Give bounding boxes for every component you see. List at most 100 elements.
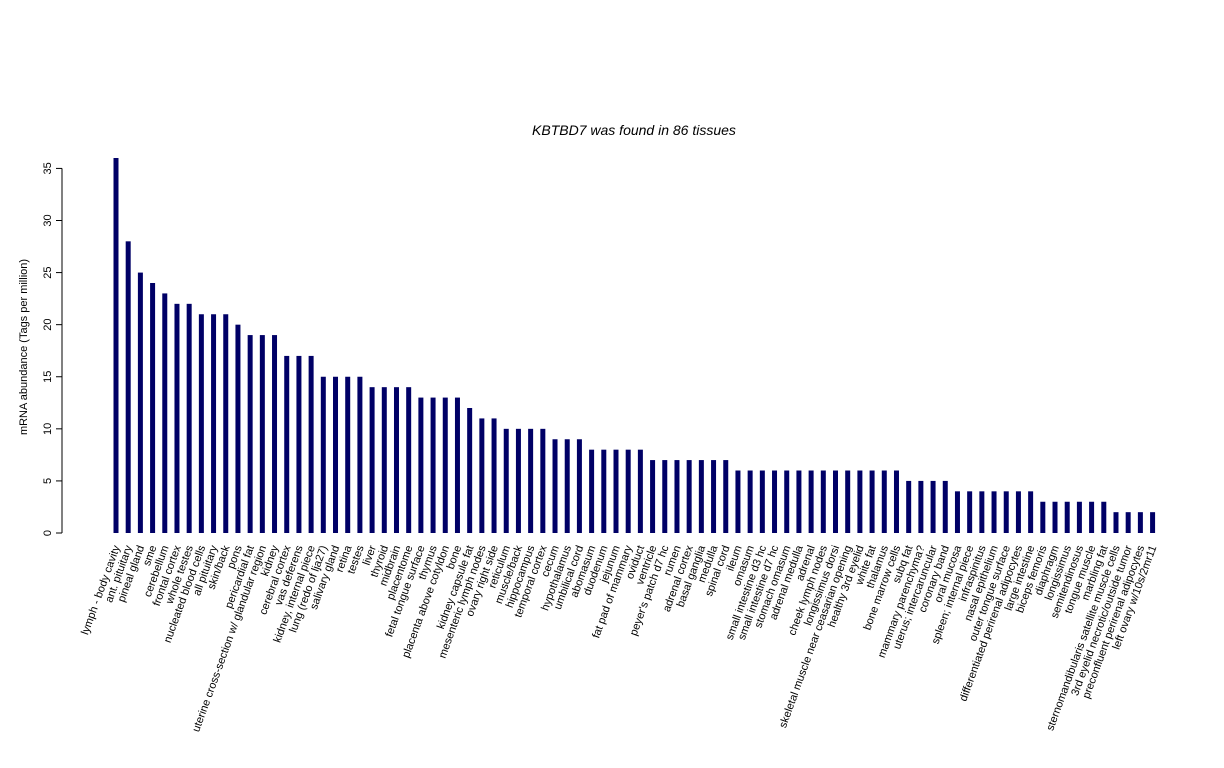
chart-title: KBTBD7 was found in 86 tissues	[532, 122, 736, 138]
bar	[759, 470, 765, 533]
bar	[796, 470, 802, 533]
bar	[686, 460, 692, 533]
bar	[918, 480, 924, 533]
bar	[735, 470, 741, 533]
bar	[454, 397, 460, 533]
bar	[223, 314, 229, 533]
bar	[650, 460, 656, 533]
bar	[491, 418, 497, 533]
bar	[601, 449, 607, 533]
bar	[1150, 512, 1156, 533]
bar	[211, 314, 217, 533]
bar	[942, 480, 948, 533]
y-axis: 0 5 10 15 20 25 30 35	[42, 162, 63, 536]
bar	[259, 335, 265, 533]
bar	[625, 449, 631, 533]
bar	[674, 460, 680, 533]
bar	[845, 470, 851, 533]
bar	[479, 418, 485, 533]
bar	[296, 355, 302, 533]
bar	[1101, 501, 1107, 533]
bar	[515, 428, 521, 533]
y-tick-label: 25	[42, 266, 54, 278]
bar	[723, 460, 729, 533]
bar	[784, 470, 790, 533]
bar	[284, 355, 290, 533]
bar	[991, 491, 997, 533]
bar	[503, 428, 509, 533]
bar	[869, 470, 875, 533]
bar	[357, 376, 363, 533]
bar	[1052, 501, 1058, 533]
bar	[442, 397, 448, 533]
bar	[820, 470, 826, 533]
bar	[467, 408, 473, 533]
y-tick-label: 35	[42, 162, 54, 174]
bar	[125, 241, 131, 533]
bar	[1137, 512, 1143, 533]
bar	[1089, 501, 1095, 533]
bar	[1076, 501, 1082, 533]
bar	[113, 158, 119, 533]
y-tick-label: 10	[42, 423, 54, 435]
bar	[235, 324, 241, 533]
bar	[174, 303, 180, 533]
bar	[1003, 491, 1009, 533]
y-tick-label: 5	[42, 478, 54, 484]
bar	[345, 376, 351, 533]
bar	[698, 460, 704, 533]
bar	[1028, 491, 1034, 533]
bar	[333, 376, 339, 533]
bar	[833, 470, 838, 533]
bars-group	[113, 158, 1156, 533]
bar	[137, 272, 143, 533]
bar	[979, 491, 985, 533]
bar	[552, 439, 558, 533]
y-tick-label: 0	[42, 530, 54, 536]
bar	[906, 480, 912, 533]
bar	[272, 335, 278, 533]
y-tick-label: 15	[42, 371, 54, 383]
bar	[1113, 512, 1119, 533]
bar	[637, 449, 643, 533]
bar	[418, 397, 424, 533]
bar	[430, 397, 436, 533]
bar	[589, 449, 595, 533]
bar	[893, 470, 899, 533]
bar	[711, 460, 717, 533]
bar	[613, 449, 619, 533]
y-tick-label: 30	[42, 214, 54, 226]
bar	[1125, 512, 1131, 533]
bar	[954, 491, 960, 533]
bar	[186, 303, 192, 533]
y-tick-label: 20	[42, 319, 54, 331]
bar	[381, 387, 387, 533]
bar	[1064, 501, 1070, 533]
bar	[308, 355, 314, 533]
bar	[857, 470, 863, 533]
bar	[247, 335, 253, 533]
bar	[150, 283, 156, 533]
bar	[967, 491, 973, 533]
bar	[198, 314, 204, 533]
bar	[808, 470, 814, 533]
bar	[747, 470, 753, 533]
bar	[369, 387, 375, 533]
bar	[406, 387, 412, 533]
bar	[930, 480, 936, 533]
bar	[564, 439, 570, 533]
bar	[540, 428, 546, 533]
bar	[881, 470, 887, 533]
bar	[1040, 501, 1046, 533]
bar	[772, 470, 778, 533]
bar	[528, 428, 534, 533]
bar	[662, 460, 668, 533]
bar	[393, 387, 399, 533]
y-axis-label: mRNA abundance (Tags per million)	[18, 259, 30, 435]
bar	[320, 376, 326, 533]
bar	[576, 439, 582, 533]
bar	[162, 293, 168, 533]
bar	[1015, 491, 1021, 533]
